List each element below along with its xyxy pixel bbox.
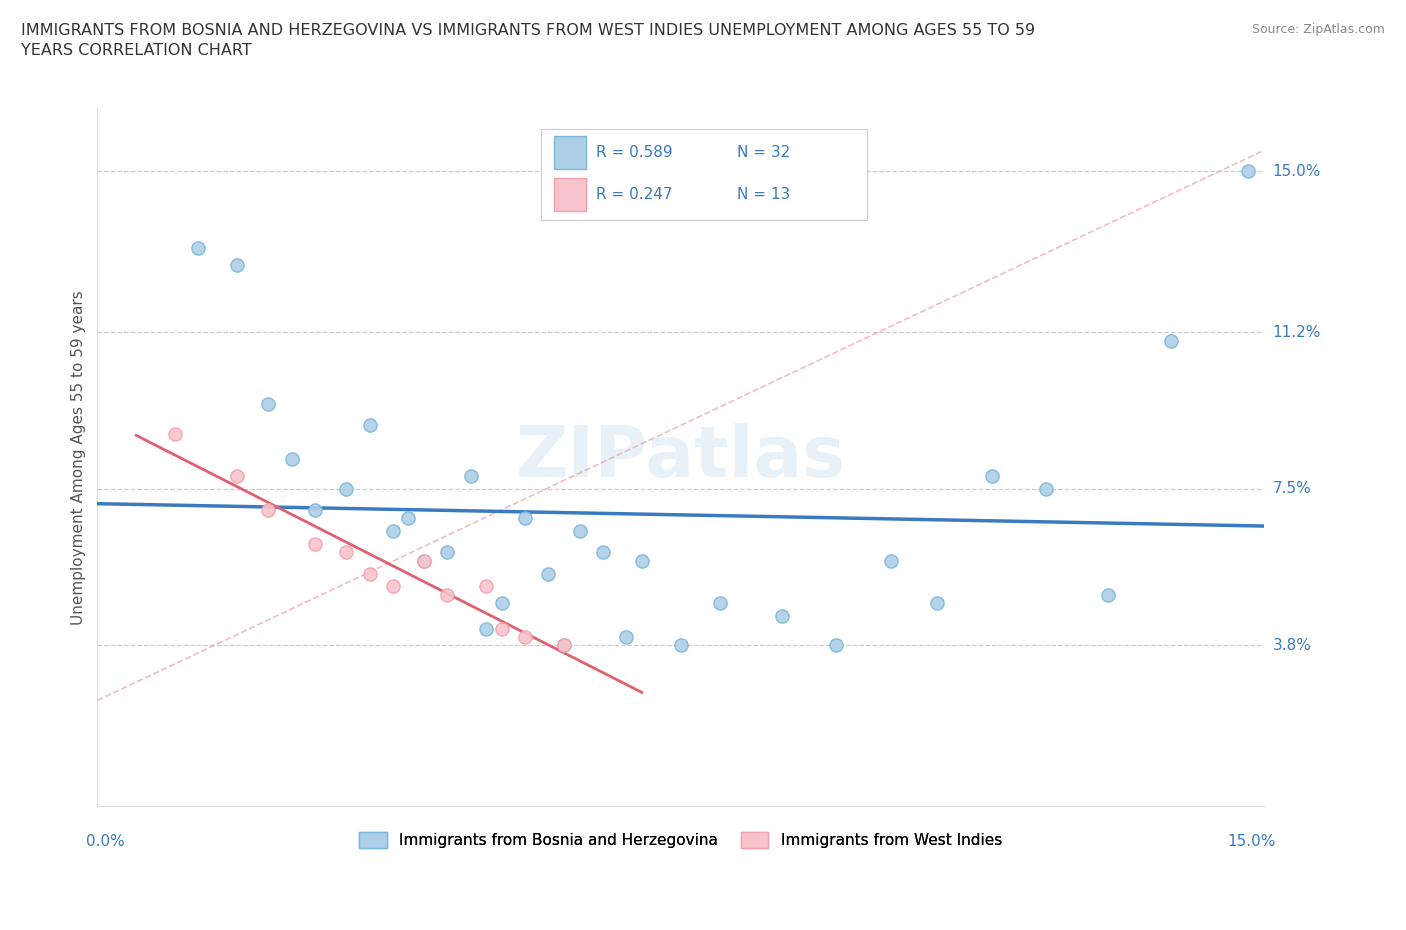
Point <box>226 257 249 272</box>
Point <box>669 638 692 653</box>
Point <box>226 469 249 484</box>
Point <box>359 566 381 581</box>
Text: IMMIGRANTS FROM BOSNIA AND HERZEGOVINA VS IMMIGRANTS FROM WEST INDIES UNEMPLOYME: IMMIGRANTS FROM BOSNIA AND HERZEGOVINA V… <box>21 23 1035 58</box>
Text: 15.0%: 15.0% <box>1272 164 1320 179</box>
Point <box>359 418 381 432</box>
Point <box>491 596 513 611</box>
Point <box>257 502 280 517</box>
Y-axis label: Unemployment Among Ages 55 to 59 years: Unemployment Among Ages 55 to 59 years <box>72 290 86 625</box>
Point <box>537 566 560 581</box>
Point <box>770 608 793 623</box>
Point <box>335 545 357 560</box>
Point <box>491 621 513 636</box>
Point <box>513 630 536 644</box>
Point <box>257 397 280 412</box>
Point <box>413 553 436 568</box>
Point <box>592 545 614 560</box>
Point <box>879 553 901 568</box>
Point <box>398 512 420 526</box>
Point <box>709 596 731 611</box>
Text: ZIPatlas: ZIPatlas <box>516 422 846 492</box>
Point <box>475 621 498 636</box>
Point <box>165 427 187 442</box>
Text: 15.0%: 15.0% <box>1227 834 1275 849</box>
Legend: Immigrants from Bosnia and Herzegovina, Immigrants from West Indies: Immigrants from Bosnia and Herzegovina, … <box>353 826 1008 855</box>
Point <box>281 452 304 467</box>
Point <box>630 553 652 568</box>
Point <box>381 578 404 593</box>
Point <box>1035 482 1057 497</box>
Point <box>1237 164 1260 179</box>
Point <box>927 596 949 611</box>
Text: 3.8%: 3.8% <box>1272 638 1312 653</box>
Point <box>568 524 591 538</box>
Point <box>436 545 458 560</box>
Point <box>413 553 436 568</box>
Point <box>187 240 209 255</box>
Point <box>553 638 575 653</box>
Point <box>980 469 1002 484</box>
Point <box>475 578 498 593</box>
Text: Source: ZipAtlas.com: Source: ZipAtlas.com <box>1251 23 1385 36</box>
Point <box>825 638 848 653</box>
Point <box>614 630 637 644</box>
Text: 7.5%: 7.5% <box>1272 482 1310 497</box>
Point <box>460 469 482 484</box>
Point <box>1160 333 1182 348</box>
Point <box>381 524 404 538</box>
Point <box>513 512 536 526</box>
Text: 0.0%: 0.0% <box>86 834 125 849</box>
Point <box>553 638 575 653</box>
Point <box>436 587 458 602</box>
Text: 11.2%: 11.2% <box>1272 325 1320 339</box>
Point <box>304 502 326 517</box>
Point <box>304 537 326 551</box>
Point <box>1097 587 1119 602</box>
Point <box>335 482 357 497</box>
